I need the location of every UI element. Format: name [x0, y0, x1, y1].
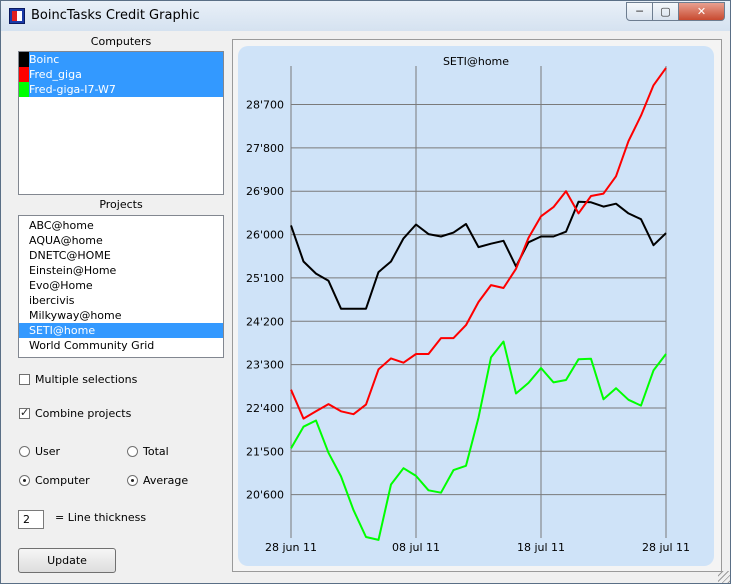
credit-chart: SETI@home 20'600 21'500 22'400 23'300 24'200 2… [246, 55, 690, 554]
series-line-0 [290, 200, 667, 310]
project-item[interactable]: ABC@home [19, 218, 223, 233]
project-item[interactable]: Einstein@Home [19, 263, 223, 278]
y-tick-label: 22'400 [246, 402, 284, 415]
computer-item-label: Fred-giga-I7-W7 [29, 83, 116, 96]
computer-item-label: Boinc [29, 53, 60, 66]
project-item-label: ABC@home [29, 219, 94, 232]
line-thickness-label: = Line thickness [55, 511, 147, 524]
y-tick-label: 26'900 [246, 185, 284, 198]
resize-grip-icon[interactable] [718, 571, 730, 583]
close-button[interactable]: ✕ [679, 2, 725, 21]
x-tick-label: 08 jul 11 [392, 541, 440, 554]
project-item[interactable]: Milkyway@home [19, 308, 223, 323]
y-tick-label: 26'000 [246, 229, 284, 242]
user-label: User [35, 445, 61, 458]
project-item-label: ibercivis [29, 294, 75, 307]
user-option[interactable]: User [19, 445, 60, 458]
x-tick-label: 28 jun 11 [265, 541, 317, 554]
project-item-label: DNETC@HOME [29, 249, 111, 262]
y-tick-label: 24'200 [246, 315, 284, 328]
project-item[interactable]: SETI@home [19, 323, 223, 338]
project-item[interactable]: Evo@Home [19, 278, 223, 293]
minimize-button[interactable]: ─ [626, 2, 653, 21]
chart-title: SETI@home [443, 55, 509, 68]
computer-item[interactable]: Boinc [19, 52, 223, 67]
project-item[interactable]: DNETC@HOME [19, 248, 223, 263]
project-item-label: AQUA@home [29, 234, 103, 247]
combine-projects-option[interactable]: Combine projects [19, 406, 132, 420]
computer-option[interactable]: Computer [19, 474, 90, 487]
average-label: Average [143, 474, 189, 487]
user-radio[interactable] [19, 446, 30, 457]
y-tick-label: 25'100 [246, 272, 284, 285]
multiple-selections-label: Multiple selections [35, 373, 138, 386]
average-radio[interactable] [127, 475, 138, 486]
projects-label: Projects [99, 198, 143, 211]
total-label: Total [143, 445, 169, 458]
average-option[interactable]: Average [127, 474, 188, 487]
computer-color-swatch [19, 52, 29, 67]
computer-label: Computer [35, 474, 90, 487]
total-option[interactable]: Total [127, 445, 169, 458]
project-item-label: Einstein@Home [29, 264, 117, 277]
series-line-1 [290, 67, 667, 420]
project-item-label: SETI@home [29, 324, 96, 337]
project-item[interactable]: AQUA@home [19, 233, 223, 248]
line-thickness-input[interactable]: 2 [18, 510, 44, 529]
project-item-label: World Community Grid [29, 339, 155, 352]
maximize-button[interactable]: ▢ [653, 2, 679, 21]
x-tick-label: 18 jul 11 [517, 541, 565, 554]
computer-color-swatch [19, 67, 29, 82]
x-tick-label: 28 jul 11 [642, 541, 690, 554]
computers-label: Computers [90, 35, 152, 48]
project-item-label: Milkyway@home [29, 309, 122, 322]
y-tick-label: 20'600 [246, 489, 284, 502]
y-tick-label: 23'300 [246, 359, 284, 372]
app-logo-icon [9, 8, 25, 24]
project-item[interactable]: ibercivis [19, 293, 223, 308]
project-item[interactable]: World Community Grid [19, 338, 223, 353]
y-tick-label: 27'800 [246, 142, 284, 155]
computer-radio[interactable] [19, 475, 30, 486]
computers-list[interactable]: Boinc Fred_giga Fred-giga-I7-W7 [18, 51, 224, 195]
combine-projects-label: Combine projects [35, 407, 132, 420]
computer-item[interactable]: Fred_giga [19, 67, 223, 82]
window-title: BoincTasks Credit Graphic [31, 8, 200, 23]
combine-projects-checkbox[interactable] [19, 406, 30, 419]
update-button[interactable]: Update [18, 548, 116, 573]
computer-item[interactable]: Fred-giga-I7-W7 [19, 82, 223, 97]
y-tick-label: 21'500 [246, 445, 284, 458]
multiple-selections-option[interactable]: Multiple selections [19, 373, 137, 386]
y-tick-label: 28'700 [246, 99, 284, 112]
projects-list[interactable]: ABC@home AQUA@home DNETC@HOME Einstein@Home… [18, 215, 224, 358]
computer-color-swatch [19, 82, 29, 97]
multiple-selections-checkbox[interactable] [19, 374, 30, 385]
series-line-2 [290, 340, 667, 541]
project-item-label: Evo@Home [29, 279, 93, 292]
computer-item-label: Fred_giga [29, 68, 82, 81]
total-radio[interactable] [127, 446, 138, 457]
title-bar[interactable]: BoincTasks Credit Graphic ─ ▢ ✕ [1, 1, 730, 31]
